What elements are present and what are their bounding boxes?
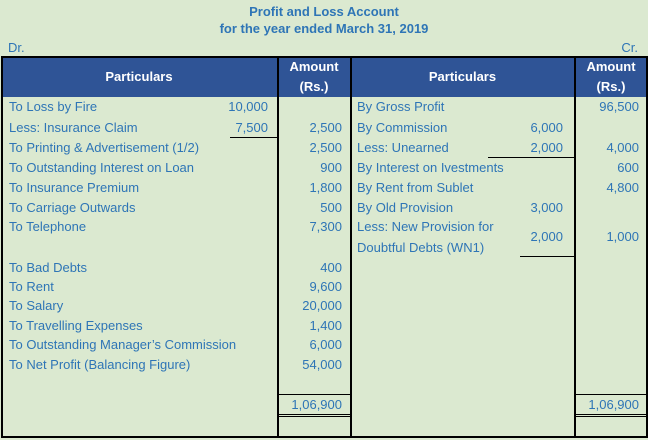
debit-amount: 2,500	[309, 120, 342, 135]
credit-amount: 4,000	[606, 140, 639, 155]
header-particulars-left: Particulars	[1, 57, 277, 97]
total-line	[574, 394, 647, 395]
debit-amount: 20,000	[302, 298, 342, 313]
debit-particular: To Salary	[9, 298, 64, 313]
border	[350, 56, 352, 438]
debit-amount: 6,000	[309, 337, 342, 352]
debit-amount: 500	[320, 200, 342, 215]
credit-sub-amount: 6,000	[530, 120, 563, 135]
page-title: Profit and Loss Account	[249, 4, 399, 19]
debit-sub-amount: 7,500	[235, 120, 268, 135]
page-subtitle: for the year ended March 31, 2019	[219, 21, 429, 36]
credit-particular: By Interest on Ivestments	[357, 160, 504, 175]
debit-particular: Less: Insurance Claim	[9, 120, 138, 135]
credit-amount: 96,500	[599, 99, 639, 114]
debit-sub-amount: 10,000	[228, 99, 268, 114]
header-amount-right: Amount (Rs.)	[575, 57, 647, 97]
credit-sub-amount: 2,000	[530, 140, 563, 155]
border	[646, 56, 648, 438]
total-line	[277, 394, 350, 395]
debit-amount: 54,000	[302, 357, 342, 372]
border	[277, 56, 279, 438]
credit-sub-amount: 2,000	[530, 229, 563, 244]
credit-particular: Doubtful Debts (WN1)	[357, 240, 485, 255]
total-left: 1,06,900	[291, 397, 342, 412]
debit-particular: To Loss by Fire	[9, 99, 98, 114]
credit-amount: 600	[617, 160, 639, 175]
header-particulars-right: Particulars	[351, 57, 574, 97]
debit-particular: To Insurance Premium	[9, 180, 140, 195]
debit-particular: To Telephone	[9, 219, 87, 234]
total-right: 1,06,900	[588, 397, 639, 412]
debit-particular: To Net Profit (Balancing Figure)	[9, 357, 191, 372]
subtotal-underline	[230, 137, 277, 138]
debit-particular: To Rent	[9, 279, 54, 294]
table-bottom-border	[1, 436, 647, 438]
total-line	[574, 414, 647, 415]
debit-amount: 9,600	[309, 279, 342, 294]
debit-amount: 7,300	[309, 219, 342, 234]
debit-particular: To Outstanding Manager’s Commission	[9, 337, 237, 352]
cr-label: Cr.	[621, 40, 638, 55]
credit-particular: By Rent from Sublet	[357, 180, 474, 195]
table-top-border	[1, 56, 647, 58]
debit-particular: To Bad Debts	[9, 260, 88, 275]
credit-particular: Less: Unearned	[357, 140, 449, 155]
total-line	[277, 416, 350, 417]
debit-amount: 400	[320, 260, 342, 275]
debit-particular: To Carriage Outwards	[9, 200, 136, 215]
subtotal-underline	[520, 256, 574, 257]
debit-particular: To Outstanding Interest on Loan	[9, 160, 195, 175]
total-line	[277, 414, 350, 415]
credit-particular: By Old Provision	[357, 200, 454, 215]
debit-particular: To Printing & Advertisement (1/2)	[9, 140, 200, 155]
border	[574, 56, 576, 438]
dr-label: Dr.	[8, 40, 25, 55]
credit-particular: By Commission	[357, 120, 448, 135]
debit-amount: 2,500	[309, 140, 342, 155]
credit-sub-amount: 3,000	[530, 200, 563, 215]
subtotal-underline	[488, 157, 574, 158]
credit-amount: 4,800	[606, 180, 639, 195]
header-amount-left: Amount (Rs.)	[278, 57, 350, 97]
debit-amount: 1,400	[309, 318, 342, 333]
debit-amount: 1,800	[309, 180, 342, 195]
border	[1, 56, 3, 438]
credit-particular: Less: New Provision for	[357, 219, 494, 234]
debit-particular: To Travelling Expenses	[9, 318, 143, 333]
credit-amount: 1,000	[606, 229, 639, 244]
total-line	[574, 416, 647, 417]
credit-particular: By Gross Profit	[357, 99, 445, 114]
debit-amount: 900	[320, 160, 342, 175]
